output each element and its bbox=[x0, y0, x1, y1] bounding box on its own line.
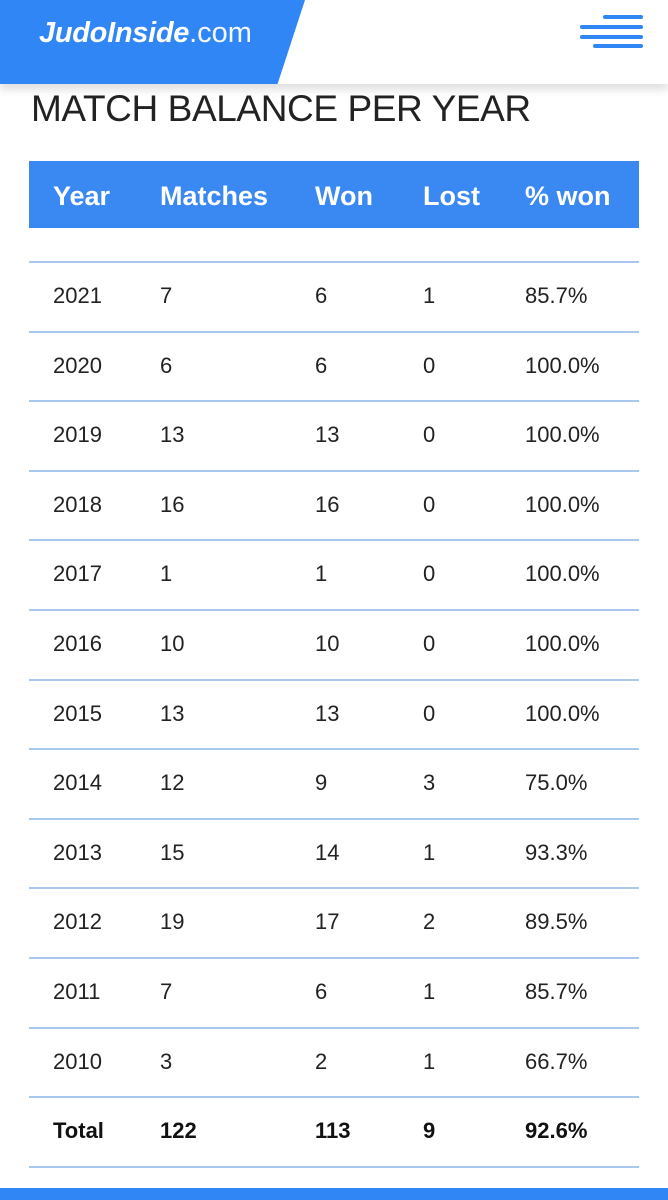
total-percent-won-cell: 92.6% bbox=[525, 1118, 588, 1144]
won-cell: 2 bbox=[315, 1048, 328, 1074]
lost-cell: 1 bbox=[423, 283, 436, 308]
lost-cell: 1 bbox=[423, 1048, 436, 1074]
table-row: 2013 15 14 1 93.3% bbox=[29, 820, 639, 890]
percent-won-cell: 89.5% bbox=[525, 909, 588, 935]
table-row: 2016 10 10 0 100.0% bbox=[29, 611, 639, 681]
table-row: 2011 7 6 1 85.7% bbox=[29, 959, 639, 1029]
matches-cell: 15 bbox=[160, 839, 185, 865]
hamburger-menu-icon-line bbox=[580, 25, 643, 29]
matches-cell: 19 bbox=[160, 909, 185, 935]
table-header-row: Year Matches Won Lost % won bbox=[29, 161, 639, 228]
percent-won-cell: 100.0% bbox=[525, 700, 600, 726]
percent-won-cell: 100.0% bbox=[525, 422, 600, 448]
table-header-spacer bbox=[29, 228, 639, 263]
percent-won-cell: 75.0% bbox=[525, 770, 588, 796]
year-cell: 2010 bbox=[53, 1048, 102, 1074]
site-header: JudoInside.com bbox=[0, 0, 668, 84]
matches-cell: 16 bbox=[160, 491, 185, 517]
year-cell: 2011 bbox=[53, 978, 101, 1004]
won-cell: 13 bbox=[315, 700, 340, 726]
lost-cell: 2 bbox=[423, 909, 436, 935]
hamburger-menu-icon-line bbox=[593, 44, 643, 48]
table-row: 2015 13 13 0 100.0% bbox=[29, 681, 639, 751]
won-cell: 6 bbox=[315, 283, 328, 308]
percent-won-cell: 100.0% bbox=[525, 491, 600, 517]
table-row: 2017 1 1 0 100.0% bbox=[29, 541, 639, 611]
total-lost-cell: 9 bbox=[423, 1118, 436, 1144]
percent-won-cell: 85.7% bbox=[525, 978, 588, 1004]
logo-brand: JudoInside bbox=[39, 17, 190, 49]
won-cell: 14 bbox=[315, 839, 340, 865]
table-row: 2014 12 9 3 75.0% bbox=[29, 750, 639, 820]
table-row: 2019 13 13 0 100.0% bbox=[29, 402, 639, 472]
year-cell: 2013 bbox=[53, 839, 102, 865]
won-cell: 6 bbox=[315, 978, 328, 1004]
matches-cell: 13 bbox=[160, 700, 185, 726]
hamburger-menu-icon-line bbox=[603, 15, 643, 19]
year-cell: 2017 bbox=[53, 561, 102, 587]
won-cell: 13 bbox=[315, 422, 340, 448]
lost-cell: 0 bbox=[423, 422, 436, 448]
footer-accent-bar bbox=[0, 1188, 668, 1200]
percent-won-cell: 100.0% bbox=[525, 352, 600, 378]
year-cell: 2012 bbox=[53, 909, 102, 935]
percent-won-cell: 66.7% bbox=[525, 1048, 588, 1074]
logo-domain: .com bbox=[189, 17, 252, 49]
won-cell: 17 bbox=[315, 909, 340, 935]
year-cell: 2018 bbox=[53, 491, 102, 517]
won-cell: 1 bbox=[315, 561, 328, 587]
matches-cell: 10 bbox=[160, 630, 185, 656]
table-row: 2012 19 17 2 89.5% bbox=[29, 889, 639, 959]
lost-cell: 0 bbox=[423, 700, 436, 726]
logo-link[interactable]: JudoInside.com bbox=[0, 0, 305, 84]
total-won-cell: 113 bbox=[315, 1118, 351, 1144]
table-row: 2021 7 6 1 85.7% bbox=[29, 263, 639, 333]
site-logo: JudoInside.com bbox=[39, 16, 252, 50]
year-cell: 2019 bbox=[53, 422, 102, 448]
column-header-matches: Matches bbox=[160, 181, 269, 211]
table-body: 2021 7 6 1 85.7% 2020 6 6 0 100.0% 2019 … bbox=[29, 263, 639, 1168]
percent-won-cell: 93.3% bbox=[525, 839, 588, 865]
percent-won-cell: 100.0% bbox=[525, 630, 600, 656]
lost-cell: 0 bbox=[423, 630, 436, 656]
matches-cell: 13 bbox=[160, 422, 185, 448]
matches-cell: 6 bbox=[160, 352, 173, 378]
year-cell: 2021 bbox=[53, 283, 102, 308]
table-row: 2010 3 2 1 66.7% bbox=[29, 1029, 639, 1099]
table-row: 2020 6 6 0 100.0% bbox=[29, 333, 639, 403]
column-header-percent-won: % won bbox=[525, 181, 611, 211]
lost-cell: 0 bbox=[423, 352, 436, 378]
won-cell: 6 bbox=[315, 352, 328, 378]
matches-cell: 7 bbox=[160, 283, 173, 308]
matches-cell: 7 bbox=[160, 978, 173, 1004]
year-cell: 2016 bbox=[53, 630, 102, 656]
percent-won-cell: 100.0% bbox=[525, 561, 600, 587]
lost-cell: 0 bbox=[423, 491, 436, 517]
matches-cell: 3 bbox=[160, 1048, 173, 1074]
match-balance-table: Year Matches Won Lost % won 2021 7 6 1 8… bbox=[29, 161, 639, 1170]
lost-cell: 0 bbox=[423, 561, 436, 587]
column-header-year: Year bbox=[53, 181, 111, 211]
column-header-lost: Lost bbox=[423, 181, 480, 211]
percent-won-cell: 85.7% bbox=[525, 283, 588, 308]
year-cell: 2014 bbox=[53, 770, 102, 796]
won-cell: 16 bbox=[315, 491, 340, 517]
matches-cell: 1 bbox=[160, 561, 173, 587]
won-cell: 10 bbox=[315, 630, 340, 656]
total-label: Total bbox=[53, 1118, 104, 1144]
total-matches-cell: 122 bbox=[160, 1118, 197, 1144]
lost-cell: 3 bbox=[423, 770, 436, 796]
hamburger-menu-button[interactable] bbox=[580, 15, 643, 48]
hamburger-menu-icon-line bbox=[580, 35, 643, 39]
total-row: Total 122 113 9 92.6% bbox=[29, 1098, 639, 1168]
column-header-won: Won bbox=[315, 181, 373, 211]
matches-cell: 12 bbox=[160, 770, 185, 796]
page-title: MATCH BALANCE PER YEAR bbox=[31, 88, 531, 129]
table-row: 2018 16 16 0 100.0% bbox=[29, 472, 639, 542]
won-cell: 9 bbox=[315, 770, 328, 796]
lost-cell: 1 bbox=[423, 839, 436, 865]
year-cell: 2015 bbox=[53, 700, 102, 726]
year-cell: 2020 bbox=[53, 352, 102, 378]
lost-cell: 1 bbox=[423, 978, 436, 1004]
